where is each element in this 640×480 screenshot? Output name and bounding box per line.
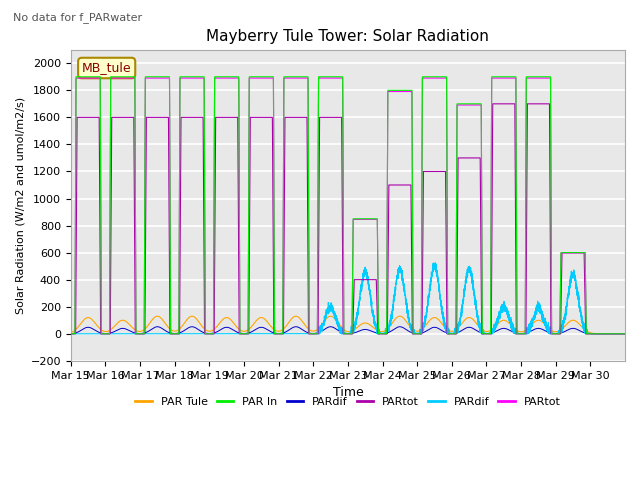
Title: Mayberry Tule Tower: Solar Radiation: Mayberry Tule Tower: Solar Radiation bbox=[207, 29, 490, 44]
X-axis label: Time: Time bbox=[333, 386, 364, 399]
Y-axis label: Solar Radiation (W/m2 and umol/m2/s): Solar Radiation (W/m2 and umol/m2/s) bbox=[15, 96, 25, 314]
Text: MB_tule: MB_tule bbox=[82, 61, 131, 74]
Legend: PAR Tule, PAR In, PARdif, PARtot, PARdif, PARtot: PAR Tule, PAR In, PARdif, PARtot, PARdif… bbox=[131, 392, 565, 411]
Text: No data for f_PARwater: No data for f_PARwater bbox=[13, 12, 142, 23]
